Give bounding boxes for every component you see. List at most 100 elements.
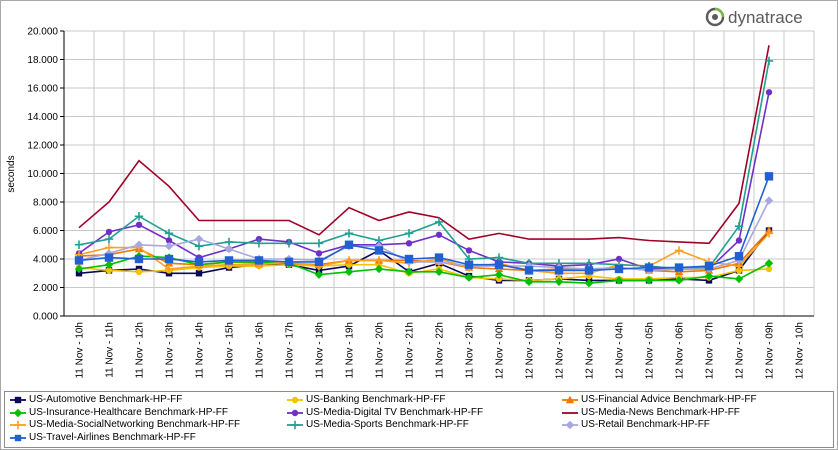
data-point xyxy=(75,270,83,277)
dynatrace-logo-text: dynatrace xyxy=(728,8,803,27)
data-point xyxy=(404,254,414,264)
gridlines xyxy=(60,30,815,317)
data-point xyxy=(584,266,594,275)
data-point xyxy=(224,237,234,247)
data-point xyxy=(13,420,23,430)
data-point xyxy=(164,229,174,238)
data-point xyxy=(315,267,323,274)
data-point xyxy=(464,260,474,269)
data-point xyxy=(314,270,324,279)
data-point xyxy=(14,434,22,441)
legend-label: US-Retail Benchmark-HP-FF xyxy=(581,419,710,430)
data-point xyxy=(734,251,744,261)
x-tick-label: 12 Nov - 06h xyxy=(675,322,686,379)
data-point xyxy=(524,266,534,275)
x-tick-label: 11 Nov - 16h xyxy=(255,322,266,379)
data-point xyxy=(314,257,324,267)
data-point xyxy=(565,395,575,404)
axes xyxy=(63,31,814,317)
data-point xyxy=(764,229,774,238)
data-point xyxy=(554,277,564,286)
data-point xyxy=(524,277,534,286)
x-tick-label: 11 Nov - 10h xyxy=(75,322,86,379)
series-line-8 xyxy=(78,60,770,270)
legend-swatch xyxy=(287,409,303,416)
legend-swatch xyxy=(10,396,26,404)
y-tick-label: 12.000 xyxy=(27,141,58,152)
legend-swatch xyxy=(10,408,26,417)
x-tick-label: 12 Nov - 10h xyxy=(795,322,806,379)
data-point xyxy=(14,396,22,404)
y-tick-label: 20.000 xyxy=(27,27,58,38)
data-point xyxy=(374,264,384,274)
data-point xyxy=(765,265,773,273)
series-markers xyxy=(74,56,774,288)
data-point xyxy=(584,279,594,288)
x-tick-label: 12 Nov - 07h xyxy=(705,322,716,379)
data-point xyxy=(615,255,623,263)
y-tick-label: 4.000 xyxy=(33,255,58,266)
y-tick-label: 0.000 xyxy=(33,312,58,323)
x-tick-label: 12 Nov - 09h xyxy=(765,322,776,379)
y-tick-label: 16.000 xyxy=(27,84,58,95)
legend-swatch xyxy=(562,395,578,404)
legend-swatch xyxy=(287,396,303,404)
data-point xyxy=(344,229,354,238)
legend-label: US-Automotive Benchmark-HP-FF xyxy=(29,394,183,405)
x-tick-label: 11 Nov - 19h xyxy=(345,322,356,379)
x-tick-label: 11 Nov - 20h xyxy=(375,322,386,379)
data-point xyxy=(494,260,504,269)
x-tick-label: 11 Nov - 18h xyxy=(315,322,326,379)
data-point xyxy=(434,253,444,262)
data-point xyxy=(404,229,414,238)
data-point xyxy=(254,239,264,248)
data-point xyxy=(165,237,173,244)
data-point xyxy=(104,234,114,244)
data-point xyxy=(104,260,114,269)
data-point xyxy=(74,256,84,265)
x-tick-label: 11 Nov - 15h xyxy=(225,322,236,379)
x-tick-label: 12 Nov - 04h xyxy=(615,322,626,379)
x-tick-labels: 11 Nov - 10h 11 Nov - 11h 11 Nov - 12h 11 N… xyxy=(75,322,806,379)
data-point xyxy=(164,241,174,251)
data-point xyxy=(224,244,234,254)
x-tick-label: 12 Nov - 05h xyxy=(645,322,656,379)
data-point xyxy=(224,256,234,265)
data-point xyxy=(194,234,204,244)
data-point xyxy=(74,264,84,274)
legend-label: US-Travel-Airlines Benchmark-HP-FF xyxy=(29,431,196,443)
chart-legend: US-Automotive Benchmark-HP-FF US-Banking … xyxy=(4,391,834,448)
x-tick-label: 11 Nov - 23h xyxy=(465,322,476,379)
data-point xyxy=(435,231,443,238)
legend-swatch xyxy=(287,420,303,430)
data-point xyxy=(194,241,204,251)
data-point xyxy=(434,217,444,227)
x-tick-label: 11 Nov - 11h xyxy=(105,322,116,378)
legend-swatch xyxy=(10,420,26,430)
series-line-6 xyxy=(78,45,770,245)
legend-swatch xyxy=(562,411,578,414)
series-line-9 xyxy=(78,200,770,272)
dynatrace-logo-icon xyxy=(705,7,725,27)
x-tick-label: 12 Nov - 08h xyxy=(735,322,746,379)
data-point xyxy=(494,270,504,279)
data-point xyxy=(344,267,354,277)
y-tick-labels: 0.000 2.000 4.000 6.000 8.000 10.000 12.000 14.… xyxy=(27,27,58,323)
series-line-4 xyxy=(78,255,770,285)
data-point xyxy=(734,222,744,231)
x-tick-label: 11 Nov - 22h xyxy=(435,322,446,379)
data-point xyxy=(291,409,299,416)
line-chart: 0.000 2.000 4.000 6.000 8.000 10.000 12.000 14.… xyxy=(6,27,815,379)
data-point xyxy=(614,264,624,274)
x-tick-label: 11 Nov - 17h xyxy=(285,322,296,379)
data-point xyxy=(134,212,144,221)
data-point xyxy=(465,247,473,254)
data-point xyxy=(290,420,300,430)
x-tick-label: 11 Nov - 21h xyxy=(405,322,416,379)
data-point xyxy=(735,237,743,244)
legend-label: US-Media-Digital TV Benchmark-HP-FF xyxy=(306,406,484,418)
x-tick-label: 12 Nov - 01h xyxy=(525,322,536,379)
data-point xyxy=(314,239,324,248)
data-point xyxy=(105,267,113,274)
data-point xyxy=(104,253,114,262)
